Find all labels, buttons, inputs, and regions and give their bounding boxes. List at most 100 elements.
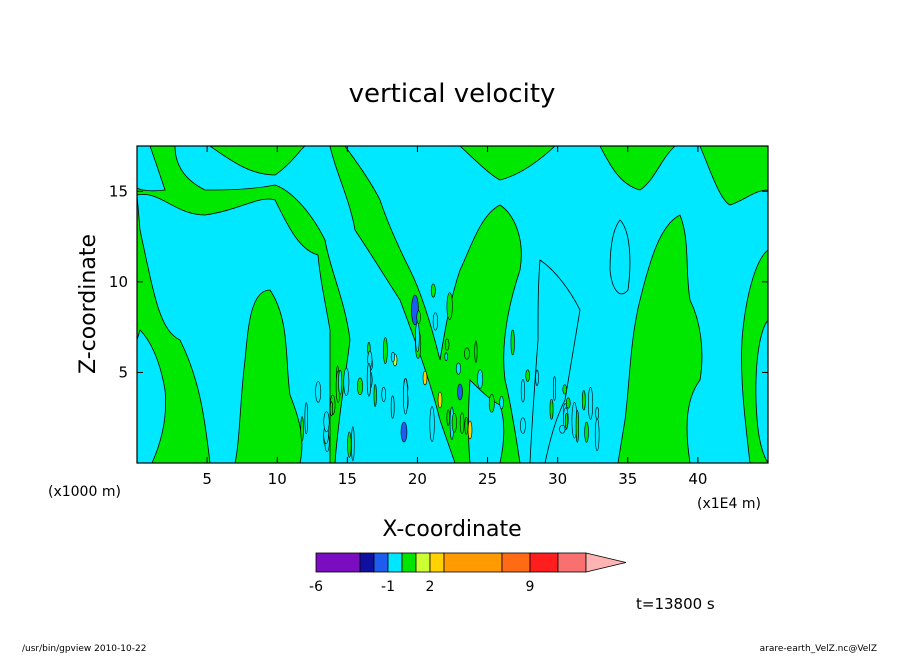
convective-cell [552,376,557,401]
colorbar-segment [387,552,403,573]
colorbar-label: -6 [309,579,323,595]
y-tick-label: 10 [109,273,128,291]
colorbar-segment [557,552,587,573]
convective-cell [525,369,530,382]
strong-positive-cell [437,391,443,409]
strong-negative-cell [400,421,408,443]
negative-region [137,146,166,192]
convective-cell [488,394,495,413]
convective-cell [357,377,364,396]
convective-cell [351,426,355,462]
x-axis: 5 10 15 20 25 30 35 40 [202,146,707,488]
x-tick-label: 35 [618,470,637,488]
y-axis: 5 10 15 [109,182,768,381]
strong-positive-cell [422,370,428,386]
convective-cell [584,421,589,443]
negative-region [137,193,331,463]
colorbar-segment [443,552,503,573]
convective-cell [429,406,435,443]
convective-cell [338,369,343,395]
negative-region [174,146,456,463]
convective-cell [444,338,450,351]
negative-region [468,379,505,463]
colorbar-label: 2 [426,579,435,595]
colorbar-segment [429,552,445,573]
colorbar-segment [315,552,361,573]
convective-cell [347,431,352,458]
convective-cell [581,390,586,411]
convective-cell [499,395,504,410]
convective-cell [416,310,421,324]
convective-cell [559,424,566,434]
convective-cell [455,362,462,375]
time-label: t=13800 s [636,595,715,613]
convective-cell [430,283,436,298]
convective-cell [535,369,539,386]
convective-cell [575,409,580,443]
footer-right: arare-earth_VelZ.nc@VelZ [760,644,877,654]
negative-region [609,219,631,295]
colorbar-arrow [585,552,627,573]
convective-cell [315,381,322,403]
convective-cell [390,351,396,363]
y-tick-label: 15 [109,182,128,200]
convective-cell [343,367,350,396]
x-tick-label: 20 [408,470,427,488]
x-tick-label: 40 [688,470,707,488]
colorbar: -6 -1 2 9 [309,552,627,595]
convective-cell [381,386,386,402]
convective-cell [415,321,420,353]
chart-title: vertical velocity [349,79,556,109]
colorbar-label: -1 [381,579,395,595]
convective-cell [594,418,600,452]
convective-cell [300,416,304,442]
convective-cell [451,413,457,433]
x-tick-label: 25 [478,470,497,488]
convective-cell [459,412,465,434]
convective-cell [373,383,377,407]
negative-region [529,259,581,463]
colorbar-label: 9 [526,579,535,595]
strong-negative-cell [457,383,463,401]
negative-regions [137,146,768,463]
x-axis-label: X-coordinate [382,517,521,542]
convective-cell [432,312,439,331]
convective-cell [366,363,372,397]
convective-cell [510,329,515,356]
convective-cell [520,379,526,403]
convective-cell [323,411,330,433]
x-tick-label: 5 [202,470,212,488]
colorbar-segment [359,552,375,573]
colorbar-segment [373,552,389,573]
negative-region [137,329,167,463]
x-tick-label: 10 [268,470,287,488]
convective-cell [564,413,569,429]
convective-cell [549,398,554,420]
x-tick-label: 30 [548,470,567,488]
negative-region [755,319,768,463]
convective-cell [444,352,448,362]
convective-cell [520,417,526,434]
x-unit-right: (x1E4 m) [697,496,761,512]
strong-positive-cell [467,420,473,440]
convective-contours [300,283,600,462]
convective-cell [562,384,567,395]
plot-frame [136,145,769,464]
convective-cell [595,406,599,420]
convective-cell [304,402,309,435]
convective-cell [403,378,409,415]
plot-area [137,146,768,463]
x-tick-label: 15 [338,470,357,488]
convective-cell [464,416,469,435]
convective-cell [383,337,388,365]
y-axis-label: Z-coordinate [76,234,101,374]
x-unit-left: (x1000 m) [48,484,121,500]
convective-cell [446,409,450,426]
convective-cell [464,347,470,360]
colorbar-segment [401,552,417,573]
convective-cell [474,340,478,363]
colorbar-segment [415,552,431,573]
convective-cell [390,395,395,419]
footer-left: /usr/bin/gpview 2010-10-22 [22,644,146,654]
